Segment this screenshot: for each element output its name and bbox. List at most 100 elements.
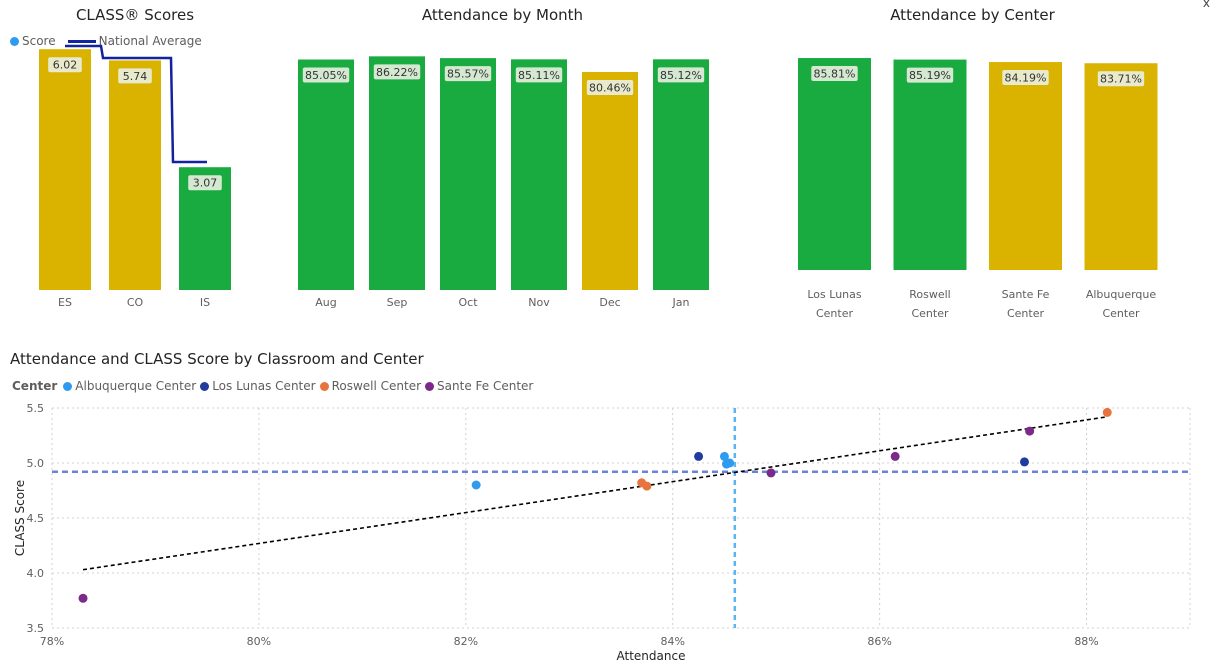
bar[interactable] (989, 62, 1062, 270)
bar[interactable] (109, 60, 161, 291)
y-axis-title: CLASS Score (13, 480, 27, 556)
x-tick-label: Sep (387, 296, 408, 309)
chart-title: Attendance and CLASS Score by Classroom … (10, 350, 424, 368)
data-label: 85.81% (814, 68, 856, 81)
data-label: 85.57% (447, 68, 489, 81)
x-tick-label: Center (816, 307, 854, 318)
y-tick-label: 4.5 (27, 512, 45, 525)
bar[interactable] (798, 58, 871, 270)
legend-item[interactable]: Los Lunas Center (200, 379, 316, 393)
close-icon[interactable]: x (1202, 0, 1210, 10)
data-label-bg (1097, 71, 1145, 87)
bar[interactable] (582, 71, 638, 290)
x-tick-label: 84% (661, 635, 685, 648)
legend-label: Los Lunas Center (212, 379, 316, 393)
data-label: 6.02 (53, 59, 78, 72)
scatter-panel: Attendance and CLASS Score by Classroom … (0, 340, 1216, 670)
x-tick-label: 78% (40, 635, 64, 648)
class-scores-chart: 6.02 ES 5.74 CO 3.07 IS (39, 44, 231, 309)
data-label: 84.19% (1005, 72, 1047, 85)
attendance-month-chart: 85.05% Aug 86.22% Sep 85.57% Oct 85.11% Nov 80.4… (298, 56, 709, 309)
scatter-point[interactable] (78, 593, 88, 603)
scatter-point[interactable] (766, 468, 776, 478)
bar[interactable] (298, 59, 354, 291)
legend-swatch (425, 381, 435, 391)
x-tick-label: IS (200, 296, 210, 309)
legend-title: Center (12, 379, 58, 393)
y-tick-label: 4.0 (27, 567, 45, 580)
scatter-point[interactable] (694, 451, 704, 461)
chart-legend: Score National Average (10, 34, 206, 48)
x-tick-label: Center (1007, 307, 1045, 318)
scatter-point[interactable] (722, 459, 732, 469)
x-tick-label: Center (911, 307, 949, 318)
attendance-center-chart: 85.81% Los Lunas Center 85.19% Roswell Center… (798, 58, 1158, 318)
data-label: 5.74 (123, 70, 148, 83)
legend-item[interactable]: Sante Fe Center (425, 379, 533, 393)
chart-title: Attendance by Center (890, 6, 1055, 24)
legend-item[interactable]: Roswell Center (319, 379, 422, 393)
data-label-bg (444, 66, 492, 82)
chart-title: Attendance by Month (421, 6, 584, 24)
data-label: 85.19% (909, 69, 951, 82)
data-label: 85.12% (660, 69, 702, 82)
data-label-bg (302, 67, 350, 83)
data-label-bg (1002, 70, 1049, 86)
data-label: 85.05% (305, 69, 347, 82)
x-tick-label: Roswell (909, 288, 951, 301)
bar[interactable] (511, 59, 567, 290)
x-tick-label: ES (58, 296, 72, 309)
legend-label: Roswell Center (331, 379, 422, 393)
legend-swatch (319, 381, 329, 391)
x-axis-title: Attendance (617, 649, 686, 663)
x-tick-label: Albuquerque (1086, 288, 1157, 301)
legend-label: Sante Fe Center (437, 379, 534, 393)
data-label: 83.71% (1100, 73, 1142, 86)
bar[interactable] (893, 59, 967, 270)
national-average-line[interactable] (65, 44, 207, 164)
scatter-point[interactable] (471, 480, 481, 490)
x-tick-label: 88% (1074, 635, 1098, 648)
x-tick-label: CO (127, 296, 144, 309)
data-label-bg (373, 64, 421, 80)
data-label-bg (118, 68, 152, 84)
x-tick-label: 86% (867, 635, 891, 648)
data-label: 85.11% (518, 69, 560, 82)
x-tick-label: Aug (315, 296, 336, 309)
data-label-bg (811, 66, 858, 82)
legend-label: National Average (98, 34, 202, 48)
x-tick-label: Center (1102, 307, 1140, 318)
scatter-point[interactable] (1025, 426, 1035, 436)
trend-line[interactable] (82, 416, 1108, 571)
bar[interactable] (39, 49, 91, 291)
bar[interactable] (440, 58, 496, 290)
scatter-point[interactable] (642, 481, 652, 491)
bar[interactable] (1084, 63, 1158, 271)
x-tick-label: Oct (458, 296, 478, 309)
chart-legend: Center Albuquerque Center Los Lunas Cente… (12, 379, 537, 393)
data-label: 86.22% (376, 66, 418, 79)
scatter-point[interactable] (719, 451, 729, 461)
scatter-point[interactable] (890, 451, 900, 461)
chart-title: CLASS® Scores (75, 6, 195, 24)
y-tick-label: 5.5 (27, 402, 45, 415)
scatter-point[interactable] (1019, 457, 1029, 467)
data-label-bg (515, 67, 563, 83)
legend-swatch (200, 381, 210, 391)
legend-item-score[interactable]: Score (10, 34, 56, 48)
attendance-center-panel: Attendance by Center 85.81% Los Lunas Cent… (780, 0, 1175, 330)
data-label-bg (188, 175, 222, 191)
legend-swatch (67, 39, 96, 43)
legend-item[interactable]: Albuquerque Center (63, 379, 196, 393)
legend-item-national-average[interactable]: National Average (60, 34, 202, 48)
data-label-bg (657, 67, 705, 83)
bar[interactable] (653, 59, 709, 290)
scatter-point[interactable] (1102, 407, 1112, 417)
x-tick-label: 80% (247, 635, 271, 648)
x-tick-label: 82% (454, 635, 478, 648)
data-label-bg (906, 67, 954, 83)
bar[interactable] (369, 56, 425, 291)
attendance-month-panel: Attendance by Month 85.05% Aug 86.22% Sep 85… (285, 0, 720, 330)
y-tick-label: 5.0 (27, 457, 45, 470)
x-tick-label: Dec (599, 296, 620, 309)
